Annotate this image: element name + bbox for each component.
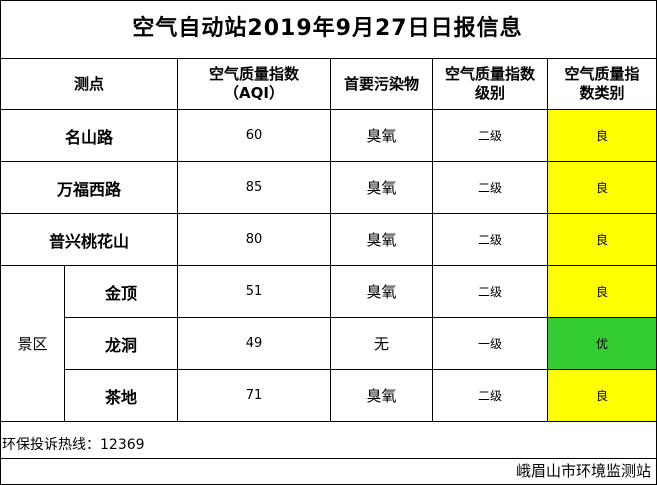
table-row: 茶地 71 臭氧 二级 良 — [1, 369, 657, 422]
aqi-level: 二级 — [432, 161, 549, 214]
header-level-line2: 级别 — [475, 84, 506, 102]
footer-divider — [0, 458, 656, 459]
table-row: 普兴桃花山 80 臭氧 二级 良 — [0, 213, 657, 266]
aqi-level: 二级 — [432, 213, 549, 266]
aqi-level: 二级 — [432, 369, 549, 422]
table-row: 万福西路 85 臭氧 二级 良 — [0, 161, 657, 214]
primary-pollutant: 臭氧 — [330, 265, 434, 318]
header-category-line2: 数类别 — [579, 84, 625, 102]
aqi-value: 85 — [177, 161, 332, 214]
group-label-scenic: 景区 — [0, 265, 65, 422]
header-pollutant: 首要污染物 — [330, 58, 434, 110]
primary-pollutant: 无 — [330, 317, 434, 370]
station-name: 名山路 — [0, 109, 179, 162]
aqi-value: 49 — [177, 317, 332, 370]
aqi-value: 60 — [177, 109, 332, 162]
header-aqi: 空气质量指数 （AQI） — [177, 58, 332, 110]
aqi-category: 优 — [547, 317, 657, 370]
aqi-category: 良 — [547, 161, 657, 214]
station-name: 万福西路 — [0, 161, 179, 214]
table-row: 龙洞 49 无 一级 优 — [1, 317, 657, 370]
header-level-line1: 空气质量指数 — [445, 65, 536, 83]
publisher-name: 峨眉山市环境监测站 — [515, 462, 651, 480]
station-name: 普兴桃花山 — [0, 213, 179, 266]
aqi-category: 良 — [547, 265, 657, 318]
primary-pollutant: 臭氧 — [330, 161, 434, 214]
table-header-row: 测点 空气质量指数 （AQI） 首要污染物 空气质量指数 级别 空气质量指 数类… — [0, 58, 657, 110]
aqi-value: 80 — [177, 213, 332, 266]
header-station: 测点 — [0, 58, 179, 110]
aqi-level: 一级 — [432, 317, 549, 370]
page-title: 空气自动站2019年9月27日日报信息 — [132, 16, 523, 41]
aqi-value: 51 — [177, 265, 332, 318]
complaint-hotline: 环保投诉热线：12369 — [2, 437, 145, 453]
aqi-level: 二级 — [432, 109, 549, 162]
aqi-value: 71 — [177, 369, 332, 422]
aqi-category: 良 — [547, 369, 657, 422]
table-row: 景区 金顶 51 臭氧 二级 良 — [0, 265, 657, 422]
station-name: 茶地 — [63, 369, 179, 422]
aqi-category: 良 — [547, 109, 657, 162]
aqi-level: 二级 — [432, 265, 549, 318]
primary-pollutant: 臭氧 — [330, 109, 434, 162]
table-row: 名山路 60 臭氧 二级 良 — [0, 109, 657, 162]
station-name: 金顶 — [63, 265, 179, 318]
aqi-category: 良 — [547, 213, 657, 266]
header-category-line1: 空气质量指 — [564, 65, 640, 83]
header-aqi-line2: （AQI） — [224, 84, 284, 102]
primary-pollutant: 臭氧 — [330, 213, 434, 266]
header-aqi-line1: 空气质量指数 — [209, 65, 300, 83]
header-category: 空气质量指 数类别 — [547, 58, 657, 110]
station-name: 龙洞 — [63, 317, 179, 370]
header-level: 空气质量指数 级别 — [432, 58, 549, 110]
aqi-table: 测点 空气质量指数 （AQI） 首要污染物 空气质量指数 级别 空气质量指 数类… — [0, 58, 657, 422]
primary-pollutant: 臭氧 — [330, 369, 434, 422]
